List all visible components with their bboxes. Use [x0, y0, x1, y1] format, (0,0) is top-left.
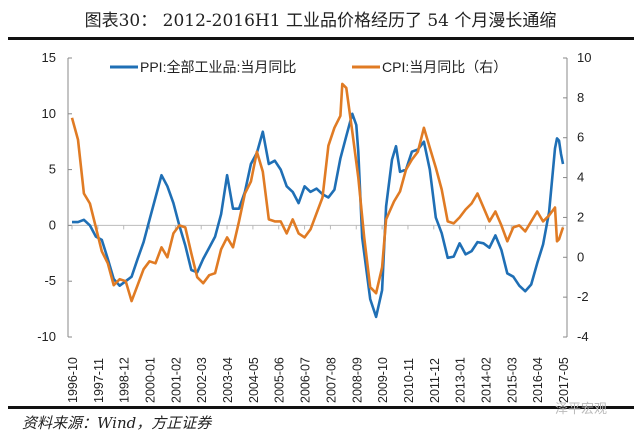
legend-label: CPI:当月同比（右） [382, 59, 507, 75]
x-tick-label: 1998-12 [118, 357, 132, 403]
left-tick-label: 0 [49, 217, 56, 232]
right-tick-label: 8 [577, 90, 584, 105]
left-tick-label: -5 [44, 273, 56, 288]
x-tick-label: 2011-12 [428, 358, 442, 403]
right-tick-label: 2 [577, 209, 584, 224]
left-tick-label: 10 [42, 106, 56, 121]
right-tick-label: 10 [577, 50, 591, 65]
left-tick-label: 15 [42, 50, 56, 65]
x-tick-label: 2000-01 [144, 357, 158, 403]
line-chart: -10 -5 0 5 10 15 -4 -2 0 2 4 6 8 10 1996-10 1997-11 1998… [37, 50, 591, 403]
x-tick-label: 2003-04 [221, 357, 235, 403]
x-tick-label: 1996-10 [66, 357, 80, 403]
watermark: 泽平宏观 [555, 402, 608, 417]
x-tick-label: 1997-11 [92, 358, 106, 403]
right-tick-label: 6 [577, 130, 584, 145]
x-tick-label: 2009-10 [376, 357, 390, 403]
figure-title: 图表30： 2012-2016H1 工业品价格经历了 54 个月漫长通缩 [84, 11, 557, 31]
top-rule [8, 37, 634, 40]
right-tick-label: 0 [577, 249, 584, 264]
right-tick-label: -2 [577, 289, 589, 304]
series-line-ppi [72, 112, 565, 319]
x-tick-label: 2013-01 [454, 357, 468, 403]
x-tick-label: 2010-11 [402, 358, 416, 403]
x-tick-label: 2002-03 [195, 357, 209, 403]
x-tick-label: 2016-04 [531, 357, 545, 403]
left-tick-label: 5 [49, 162, 56, 177]
source-note: 资料来源：Wind，方正证券 [22, 414, 212, 432]
x-tick-label: 2007-08 [324, 357, 338, 403]
legend-label: PPI:全部工业品:当月同比 [140, 59, 296, 75]
x-tick-label: 2005-06 [273, 357, 287, 403]
x-tick-label: 2017-05 [557, 357, 571, 403]
right-tick-label: 4 [577, 170, 584, 185]
right-tick-label: -4 [577, 329, 589, 344]
x-tick-label: 2014-02 [479, 357, 493, 403]
bottom-rule [8, 406, 634, 409]
x-tick-label: 2006-07 [299, 357, 313, 403]
series-line-cpi [70, 82, 565, 303]
x-tick-label: 2015-03 [505, 357, 519, 403]
x-tick-label: 2001-02 [169, 357, 183, 403]
left-tick-label: -10 [37, 329, 56, 344]
x-tick-label: 2008-09 [350, 357, 364, 403]
x-tick-label: 2004-05 [247, 357, 261, 403]
